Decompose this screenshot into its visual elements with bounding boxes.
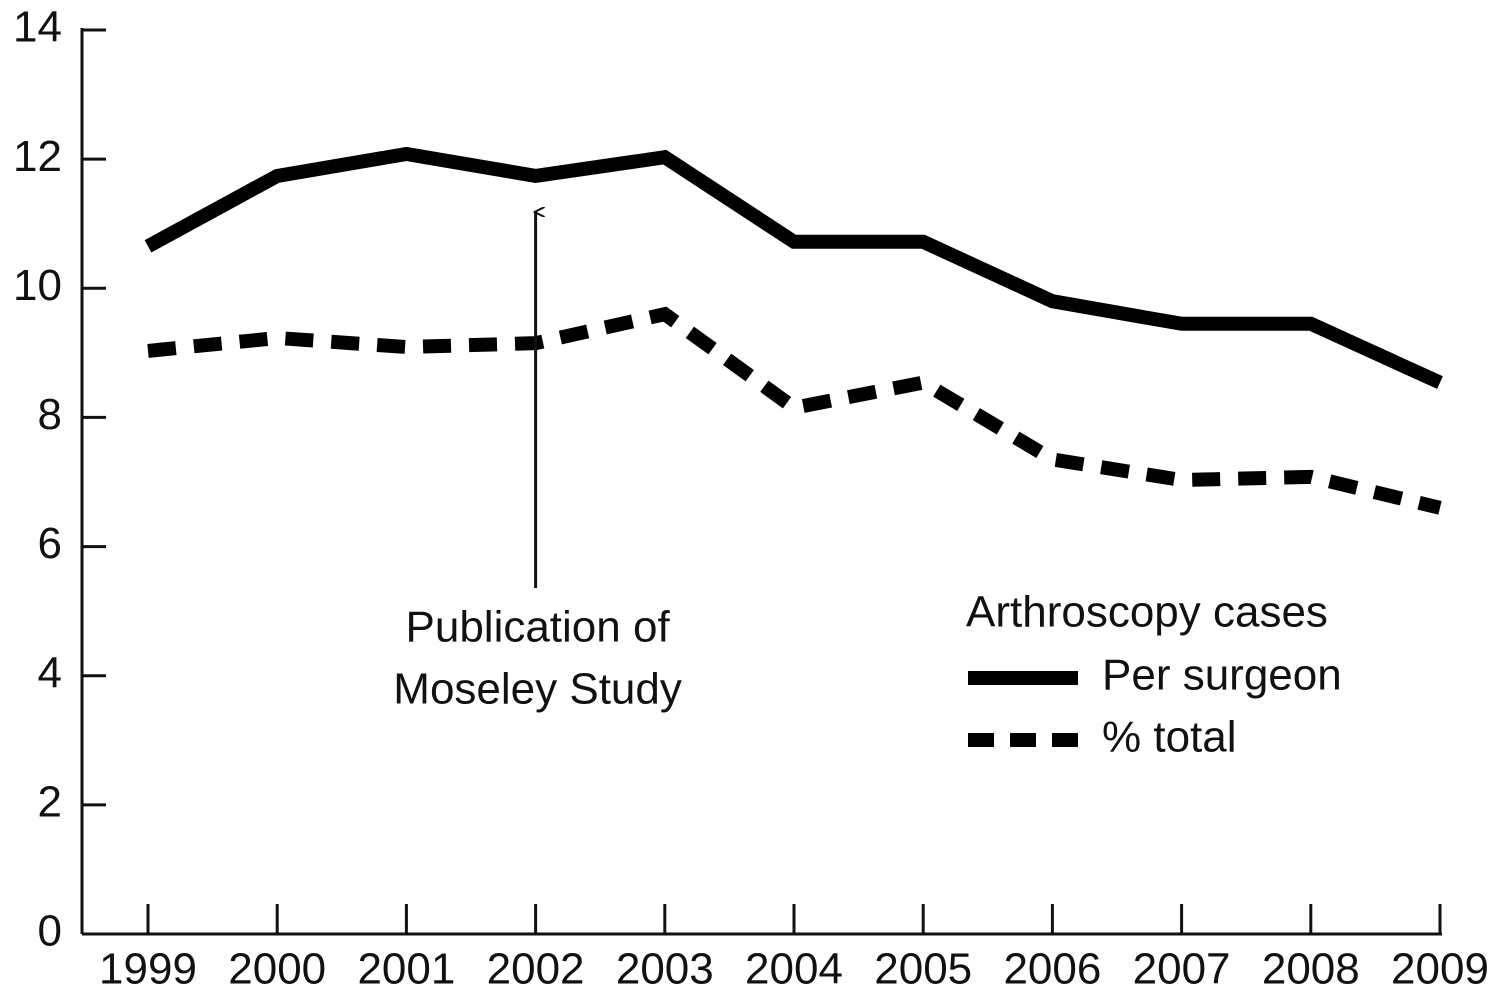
- series-line: [144, 146, 1443, 389]
- x-tick-label: 2005: [874, 945, 972, 994]
- annotation-text: Moseley Study: [393, 665, 682, 714]
- x-tick-label: 2001: [357, 945, 455, 994]
- x-tick-label: 2002: [487, 945, 585, 994]
- y-tick-label: 10: [13, 261, 62, 310]
- y-tick-label: 6: [38, 519, 62, 568]
- x-tick-label: 2006: [1003, 945, 1101, 994]
- x-tick-label: 2007: [1133, 945, 1231, 994]
- y-tick-label: 0: [38, 907, 62, 956]
- y-tick-label: 12: [13, 132, 62, 181]
- annotation-text: Publication of: [406, 603, 671, 652]
- x-tick-label: 2004: [745, 945, 843, 994]
- legend-label: % total: [1102, 713, 1237, 762]
- legend-title: Arthroscopy cases: [966, 588, 1328, 637]
- y-tick-label: 8: [38, 390, 62, 439]
- x-tick-label: 2008: [1262, 945, 1360, 994]
- x-tick-label: 2003: [616, 945, 714, 994]
- series-line: [147, 306, 1442, 515]
- legend-label: Per surgeon: [1102, 651, 1342, 700]
- y-tick-label: 2: [38, 777, 62, 826]
- x-tick-label: 2000: [228, 945, 326, 994]
- y-tick-label: 14: [13, 3, 62, 52]
- x-tick-label: 1999: [99, 945, 197, 994]
- y-tick-label: 4: [38, 648, 62, 697]
- x-tick-label: 2009: [1391, 945, 1489, 994]
